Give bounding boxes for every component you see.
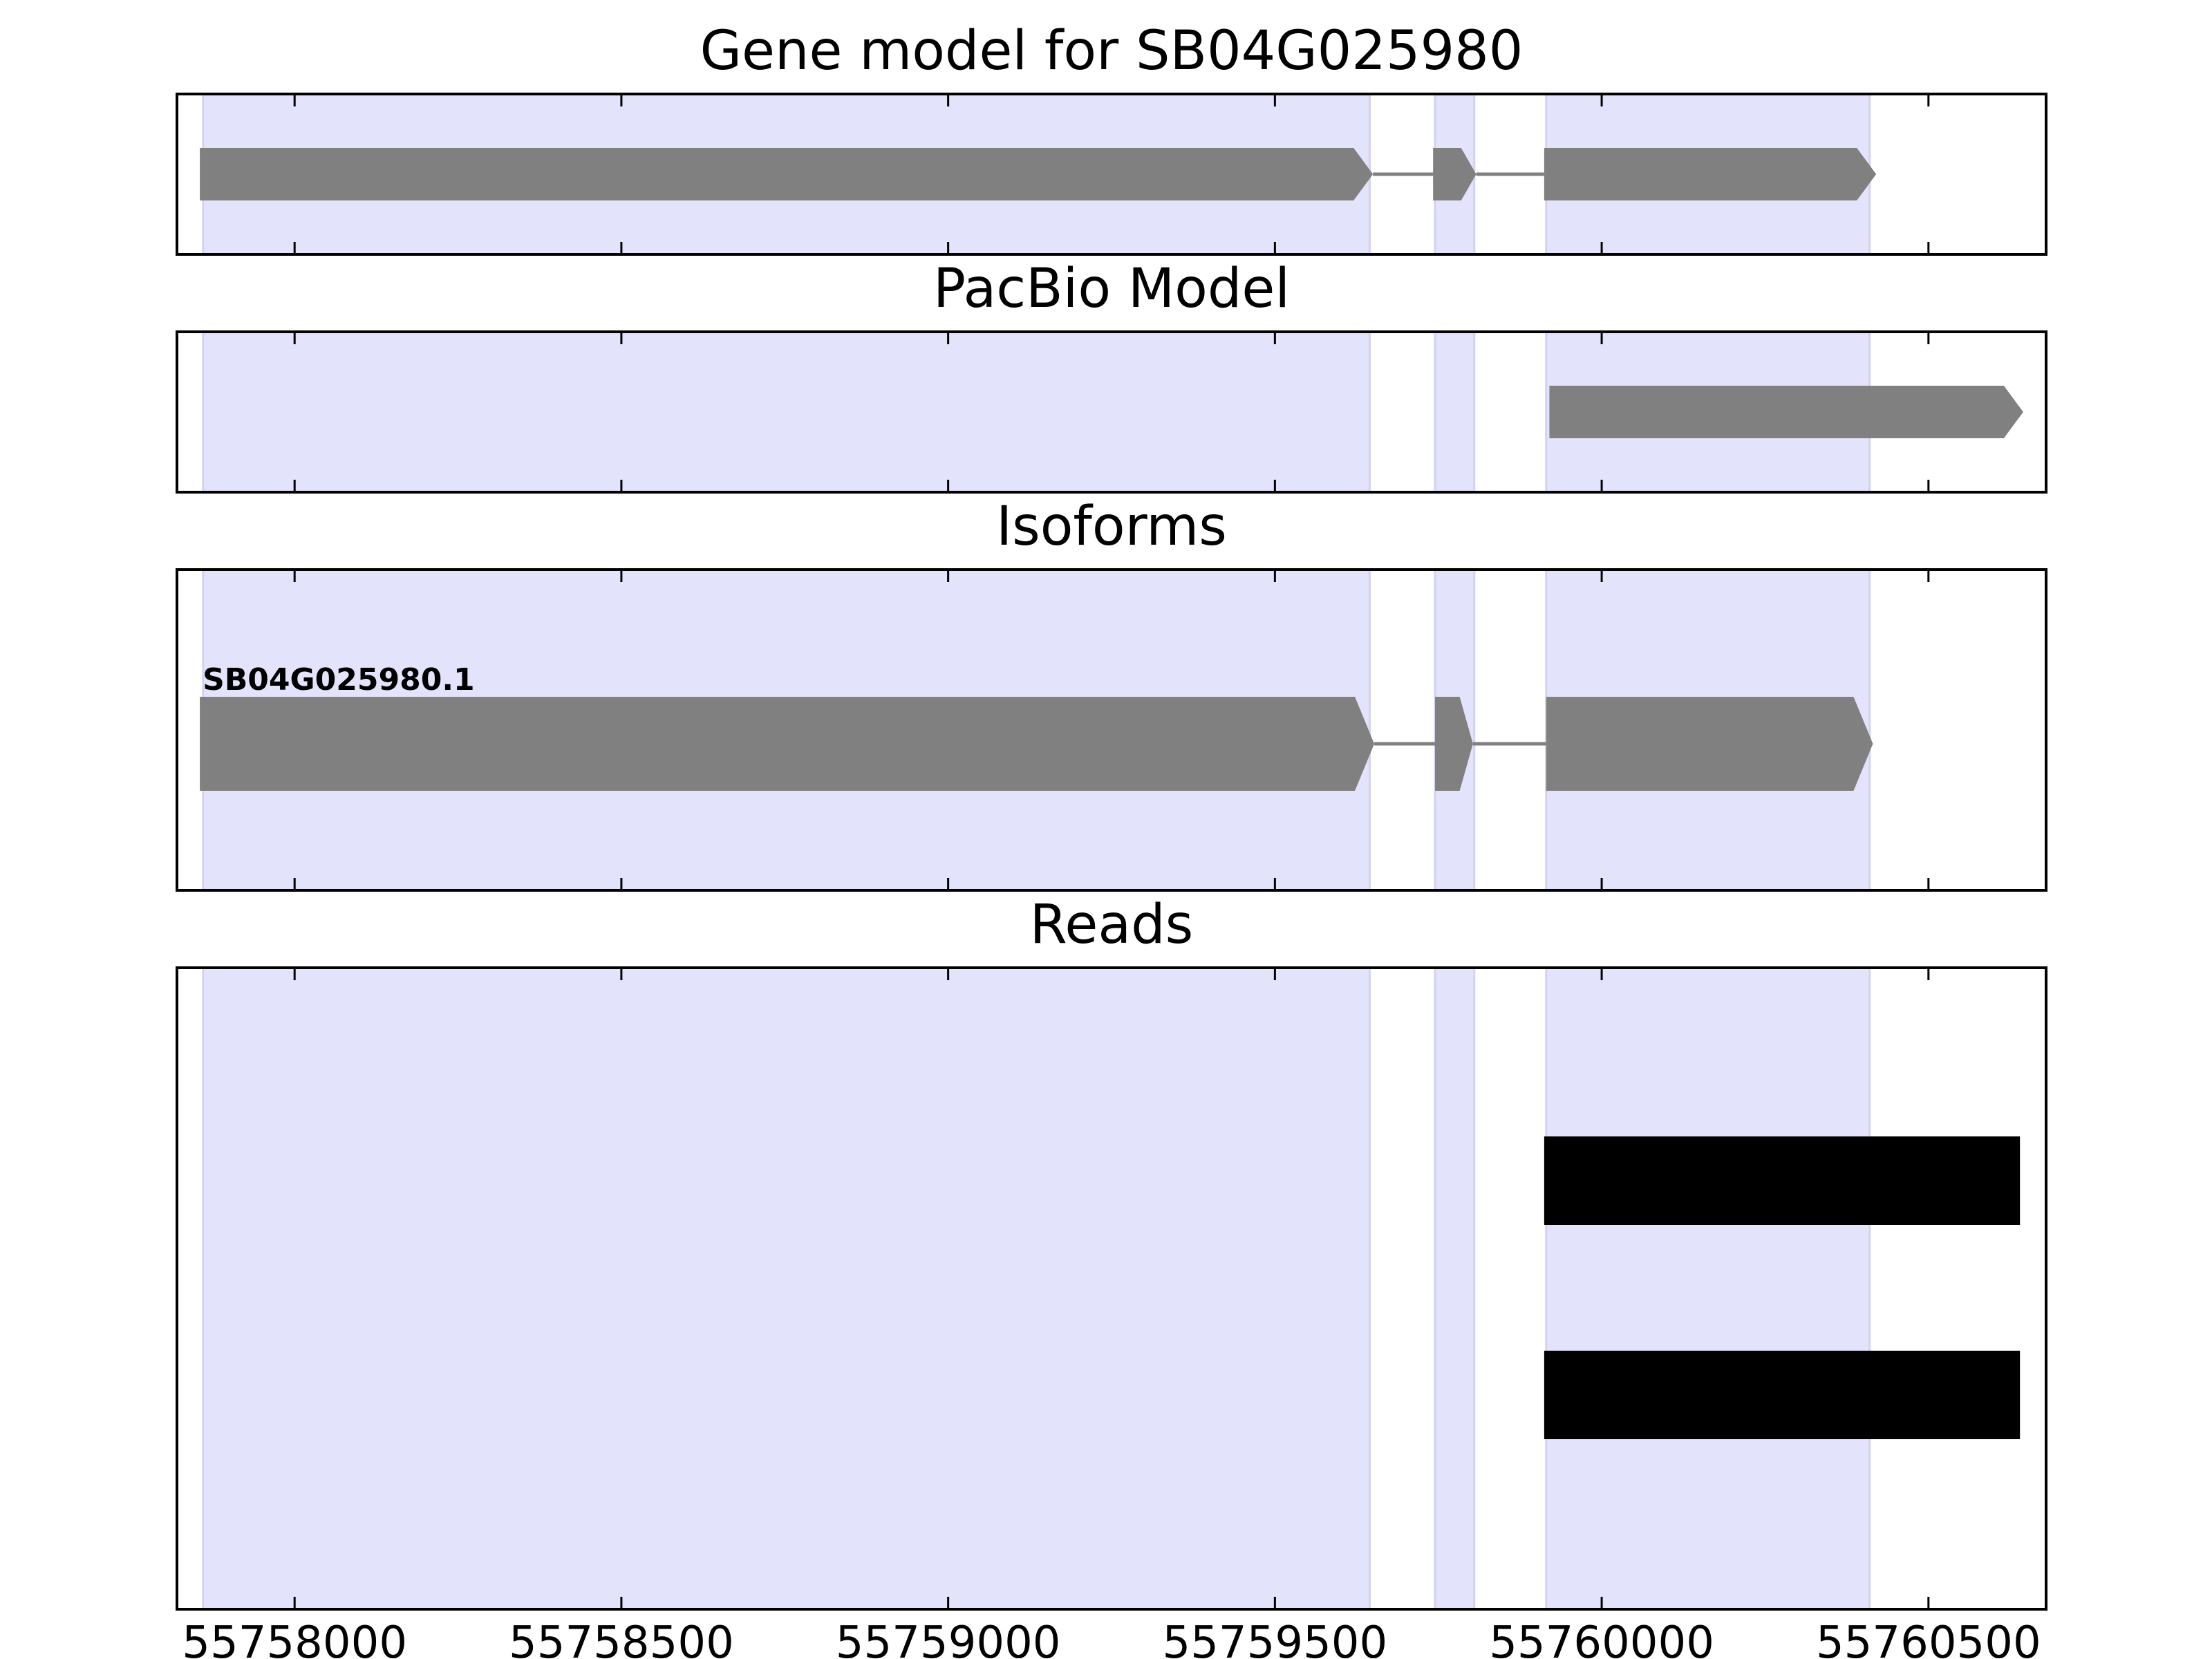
highlight-region — [202, 330, 1371, 494]
exon — [1546, 697, 1873, 791]
panel-frame — [176, 330, 2047, 494]
isoform-label: SB04G025980.1 — [203, 662, 475, 697]
panel-title: Gene model for SB04G025980 — [700, 20, 1524, 82]
panel-frame — [176, 93, 2047, 256]
exon — [1433, 148, 1477, 200]
tick-label: 55758000 — [182, 1618, 407, 1659]
highlight-region — [1545, 966, 1871, 1611]
tick-label: 55758500 — [509, 1618, 734, 1659]
panel-frame — [176, 568, 2047, 892]
panel-frame — [176, 966, 2047, 1611]
x-axis: 55758000 55758500 55759000 55759500 55760000… — [182, 1618, 2041, 1659]
exon — [1544, 148, 1877, 200]
tick-label: 55759000 — [836, 1618, 1061, 1659]
highlight-region — [202, 966, 1371, 1611]
panel-title: Reads — [1030, 894, 1194, 956]
read-bar — [1544, 1351, 2021, 1439]
panels: Gene model for SB04G025980 PacBio Model Is… — [176, 20, 2047, 1611]
highlight-region — [1434, 966, 1476, 1611]
read-bar — [1544, 1136, 2021, 1225]
panel-title: Isoforms — [996, 496, 1227, 558]
tick-label: 55759500 — [1162, 1618, 1387, 1659]
tick-label: 55760000 — [1489, 1618, 1714, 1659]
panel-title: PacBio Model — [933, 258, 1290, 320]
panel-2: PacBio Model — [176, 258, 2047, 494]
exon — [200, 697, 1375, 791]
tick-label: 55760500 — [1816, 1618, 2041, 1659]
highlight-region — [1434, 330, 1476, 494]
exon — [1549, 386, 2023, 438]
panel-3: Isoforms SB04G025980.1 — [176, 496, 2047, 892]
exon — [1435, 697, 1473, 791]
panel-1: Gene model for SB04G025980 — [176, 20, 2047, 256]
exon — [200, 148, 1374, 200]
panel-4: Reads — [176, 894, 2047, 1611]
